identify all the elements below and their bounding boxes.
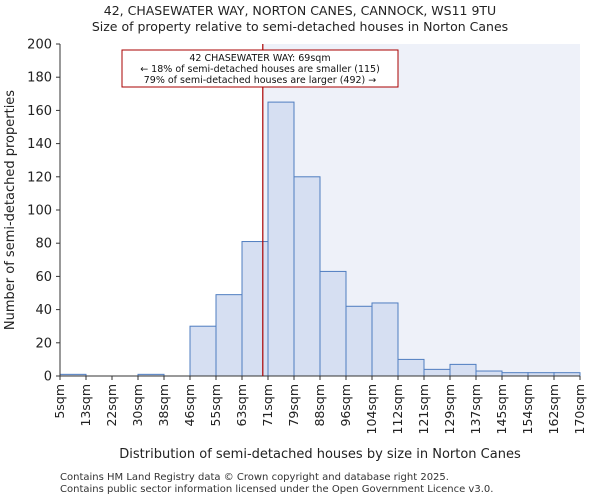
x-tick-label: 96sqm (338, 384, 353, 427)
histogram-chart: 0 20 40 60 80 100 120 140 160 180 200 5sqm 13sqm 22sq… (3, 38, 587, 463)
annotation-smaller: ← 18% of semi-detached houses are smalle… (140, 64, 380, 75)
y-tick-label: 180 (27, 71, 52, 86)
x-tick-label: 46sqm (182, 384, 197, 427)
histogram-bar-137sqm (475, 370, 503, 377)
histogram-bar-55sqm (215, 294, 243, 377)
histogram-bar-46sqm (189, 325, 217, 377)
footer-copyright: Contains HM Land Registry data © Crown c… (60, 472, 449, 483)
x-tick-label: 55sqm (208, 384, 223, 427)
histogram-bar-104sqm (371, 302, 399, 377)
y-tick-label: 140 (27, 137, 52, 152)
y-tick-label: 40 (35, 303, 52, 318)
y-tick-label: 20 (35, 336, 52, 351)
x-tick-label: 88sqm (312, 384, 327, 427)
histogram-bar-63sqm (241, 241, 269, 377)
y-tick-label: 0 (44, 370, 52, 385)
x-tick-label: 129sqm (442, 384, 457, 434)
chart-title-line1: 42, CHASEWATER WAY, NORTON CANES, CANNOC… (103, 3, 497, 18)
y-tick-label: 160 (27, 104, 52, 119)
histogram-bar-71sqm (267, 101, 295, 377)
x-tick-label: 5sqm (52, 384, 67, 419)
y-tick-label: 80 (35, 237, 52, 252)
x-tick-label: 121sqm (416, 384, 431, 434)
histogram-bar-79sqm (293, 176, 321, 377)
histogram-bar-96sqm (345, 305, 373, 377)
annotation-box (121, 49, 399, 88)
x-tick-label: 112sqm (390, 384, 405, 434)
x-tick-label: 63sqm (234, 384, 249, 427)
x-tick-label: 170sqm (572, 384, 587, 434)
footer-licence: Contains public sector information licen… (60, 484, 494, 495)
histogram-bar-112sqm (397, 358, 425, 377)
x-tick-label: 79sqm (286, 384, 301, 427)
x-tick-label: 38sqm (156, 384, 171, 427)
annotation-larger: 79% of semi-detached houses are larger (… (144, 75, 377, 86)
x-tick-label: 162sqm (546, 384, 561, 434)
histogram-bar-129sqm (449, 363, 477, 377)
annotation-title: 42 CHASEWATER WAY: 69sqm (189, 53, 330, 64)
y-tick-label: 100 (27, 204, 52, 219)
y-axis-label: Number of semi-detached properties (3, 90, 18, 330)
histogram-bar-88sqm (319, 270, 347, 377)
x-tick-label: 145sqm (494, 384, 509, 434)
x-tick-label: 104sqm (364, 384, 379, 434)
x-tick-label: 154sqm (520, 384, 535, 434)
x-tick-label: 30sqm (130, 384, 145, 427)
x-tick-label: 137sqm (468, 384, 483, 434)
y-tick-label: 200 (27, 38, 52, 53)
x-tick-label: 13sqm (78, 384, 93, 427)
x-tick-label: 22sqm (104, 384, 119, 427)
x-axis-label: Distribution of semi-detached houses by … (119, 447, 521, 462)
x-tick-label: 71sqm (260, 384, 275, 427)
y-tick-label: 60 (35, 270, 52, 285)
chart-title-line2: Size of property relative to semi-detach… (91, 19, 509, 34)
histogram-bar-121sqm (423, 368, 451, 377)
y-tick-label: 120 (27, 170, 52, 185)
